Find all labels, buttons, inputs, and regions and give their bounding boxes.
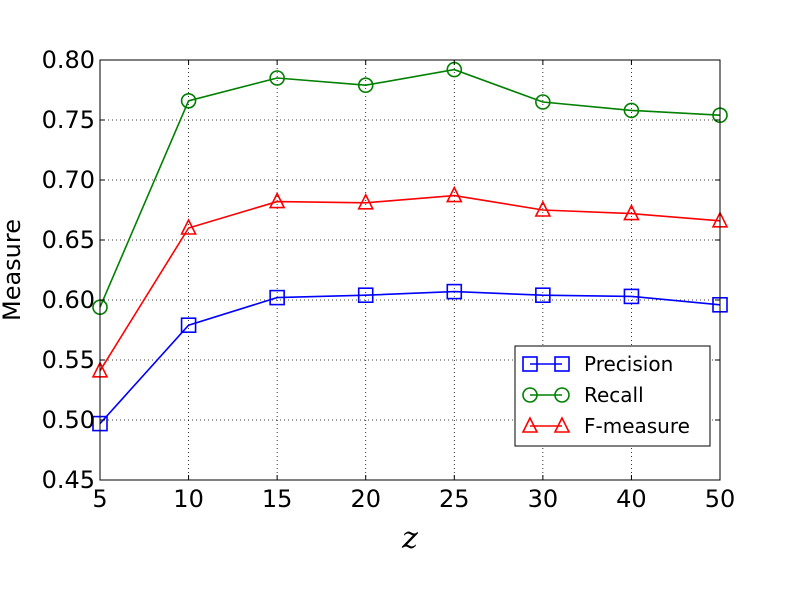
legend-recall-marker bbox=[522, 387, 538, 403]
x-tick-label: 50 bbox=[705, 485, 736, 513]
legend: Precision Recall F-measure bbox=[514, 345, 711, 447]
x-tick-label: 40 bbox=[616, 485, 647, 513]
x-tick-label: 30 bbox=[528, 485, 559, 513]
precision-point bbox=[180, 317, 197, 334]
y-tick-label: 0.55 bbox=[42, 346, 95, 374]
series-lines bbox=[91, 61, 729, 432]
y-tick-label: 0.65 bbox=[42, 226, 95, 254]
f-measure-point bbox=[623, 203, 640, 221]
legend-recall-marker bbox=[554, 387, 570, 403]
y-tick-label: 0.75 bbox=[42, 106, 95, 134]
x-tick-label: 10 bbox=[173, 485, 204, 513]
precision-point bbox=[535, 287, 551, 304]
y-tick-label: 0.70 bbox=[42, 166, 95, 194]
plot-frame bbox=[99, 59, 721, 481]
legend-recall-label: Recall bbox=[584, 383, 644, 407]
legend-box bbox=[514, 345, 711, 447]
y-tick-label: 0.45 bbox=[42, 466, 95, 494]
legend-f-measure-marker bbox=[521, 416, 539, 433]
x-tick-label: 20 bbox=[350, 485, 381, 513]
f-measure-point bbox=[268, 191, 286, 209]
x-tick-label: 15 bbox=[262, 485, 293, 513]
legend-precision-marker bbox=[522, 356, 538, 372]
f-measure-point bbox=[180, 218, 197, 235]
recall-point bbox=[623, 102, 640, 119]
axis-ticks: 5 10 15 20 25 30 40 50 0.45 0.50 0.55 0.60 0.65 0.70 0… bbox=[42, 46, 736, 513]
precision-line bbox=[99, 290, 721, 425]
legend-f-measure-marker bbox=[553, 416, 571, 433]
precision-point bbox=[623, 288, 640, 305]
recall-point bbox=[357, 77, 374, 93]
precision-point bbox=[269, 289, 285, 306]
legend-f-measure-label: F-measure bbox=[584, 414, 690, 438]
x-axis-label: z bbox=[401, 521, 418, 556]
x-tick-label: 5 bbox=[92, 485, 107, 513]
recall-point bbox=[180, 93, 197, 109]
legend-precision-label: Precision bbox=[584, 352, 673, 376]
y-tick-label: 0.80 bbox=[42, 46, 95, 74]
f-measure-point bbox=[534, 200, 552, 217]
y-tick-label: 0.50 bbox=[42, 406, 95, 434]
y-axis-label: Measure bbox=[0, 219, 26, 321]
f-measure-point bbox=[445, 185, 463, 203]
recall-line bbox=[99, 68, 721, 308]
f-measure-point bbox=[357, 193, 375, 210]
legend-precision-marker bbox=[554, 356, 570, 372]
f-measure-line bbox=[99, 194, 721, 372]
precision-point bbox=[446, 283, 463, 300]
recall-point bbox=[535, 94, 551, 110]
recall-point bbox=[269, 70, 285, 86]
x-tick-label: 25 bbox=[439, 485, 470, 513]
precision-point bbox=[357, 287, 374, 304]
y-tick-label: 0.60 bbox=[42, 286, 95, 314]
